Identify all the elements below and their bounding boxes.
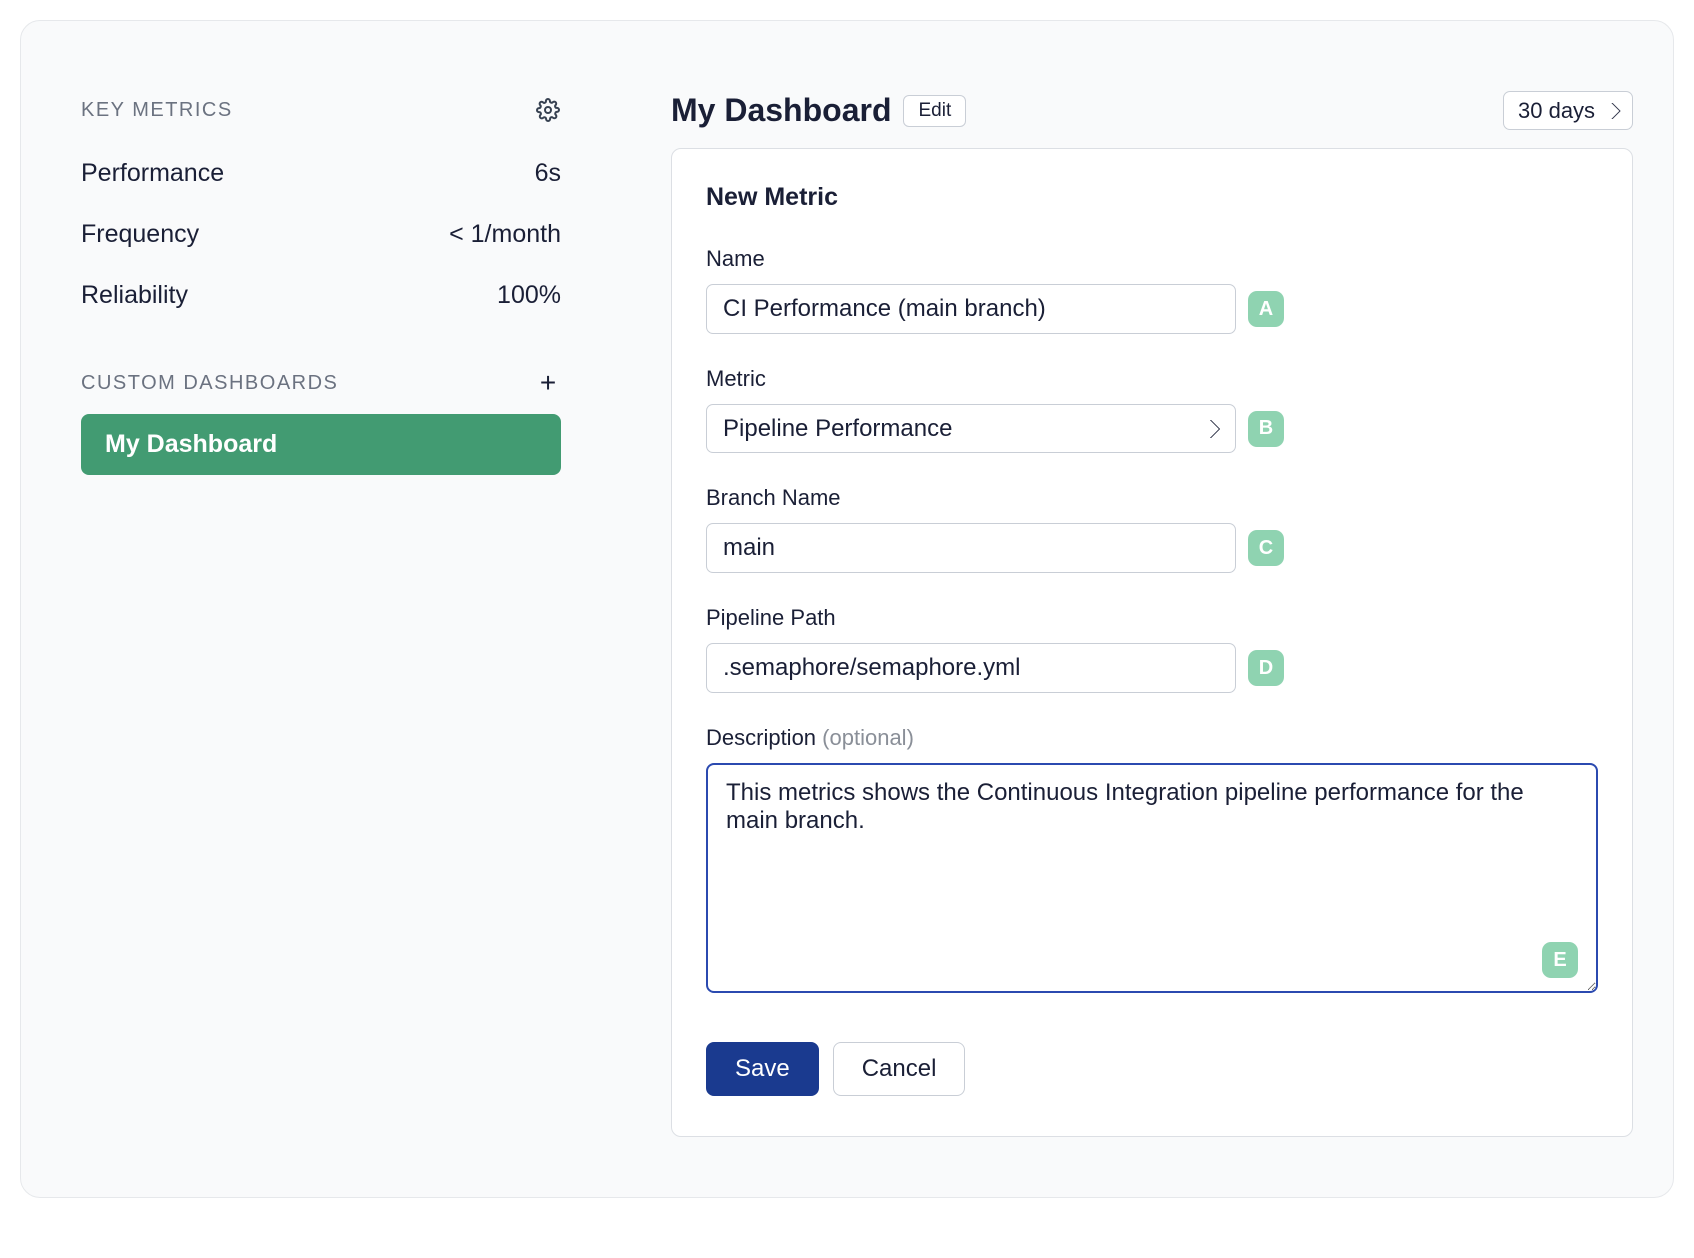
form-group-name: Name A [706, 246, 1598, 334]
name-label: Name [706, 246, 1598, 272]
form-group-pipeline: Pipeline Path D [706, 605, 1598, 693]
main-content: My Dashboard Edit 30 days New Metric Nam… [671, 91, 1633, 1137]
badge-e: E [1542, 942, 1578, 978]
metric-label: Performance [81, 159, 224, 188]
metric-value: 6s [535, 159, 561, 188]
form-group-branch: Branch Name C [706, 485, 1598, 573]
sidebar: KEY METRICS Performance 6s Frequency < 1… [81, 91, 561, 1137]
plus-icon[interactable]: + [535, 370, 561, 396]
main-header: My Dashboard Edit 30 days [671, 91, 1633, 130]
new-metric-card: New Metric Name A Metric Pipeline Perfor… [671, 148, 1633, 1137]
date-range-select[interactable]: 30 days [1503, 91, 1633, 130]
page-title: My Dashboard [671, 92, 891, 129]
card-title: New Metric [706, 183, 1598, 212]
metric-label: Reliability [81, 281, 188, 310]
cancel-button[interactable]: Cancel [833, 1042, 966, 1096]
metric-row-performance[interactable]: Performance 6s [81, 143, 561, 204]
name-input[interactable] [706, 284, 1236, 334]
metric-select[interactable]: Pipeline Performance [706, 404, 1236, 453]
metric-label: Metric [706, 366, 1598, 392]
metric-row-reliability[interactable]: Reliability 100% [81, 265, 561, 326]
metric-row-frequency[interactable]: Frequency < 1/month [81, 204, 561, 265]
metric-label: Frequency [81, 220, 199, 249]
form-actions: Save Cancel [706, 1042, 1598, 1096]
badge-b: B [1248, 411, 1284, 447]
form-group-metric: Metric Pipeline Performance B [706, 366, 1598, 453]
badge-c: C [1248, 530, 1284, 566]
badge-d: D [1248, 650, 1284, 686]
branch-input[interactable] [706, 523, 1236, 573]
pipeline-label: Pipeline Path [706, 605, 1598, 631]
metric-value: 100% [497, 281, 561, 310]
badge-a: A [1248, 291, 1284, 327]
custom-dashboards-header: CUSTOM DASHBOARDS + [81, 364, 561, 414]
optional-hint: (optional) [822, 725, 914, 750]
pipeline-input[interactable] [706, 643, 1236, 693]
metric-value: < 1/month [449, 220, 561, 249]
form-group-description: Description (optional) E [706, 725, 1598, 998]
custom-dashboards-title: CUSTOM DASHBOARDS [81, 372, 338, 395]
edit-button[interactable]: Edit [903, 95, 966, 127]
sidebar-item-label: My Dashboard [105, 430, 277, 458]
dashboard-panel: KEY METRICS Performance 6s Frequency < 1… [20, 20, 1674, 1198]
description-label: Description (optional) [706, 725, 1598, 751]
key-metrics-title: KEY METRICS [81, 99, 233, 122]
key-metrics-header: KEY METRICS [81, 91, 561, 143]
branch-label: Branch Name [706, 485, 1598, 511]
date-range-select-wrap: 30 days [1503, 91, 1633, 130]
sidebar-item-my-dashboard[interactable]: My Dashboard [81, 414, 561, 475]
description-textarea[interactable] [706, 763, 1598, 993]
gear-icon[interactable] [535, 97, 561, 123]
save-button[interactable]: Save [706, 1042, 819, 1096]
